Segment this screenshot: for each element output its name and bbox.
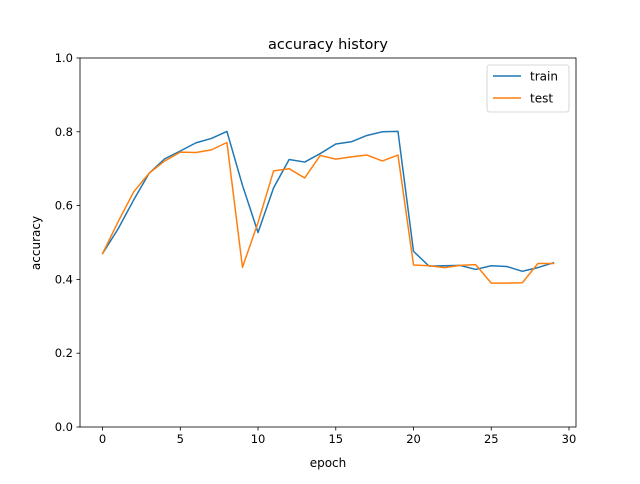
axes-frame — [79, 57, 577, 428]
y-tick-label: 0.4 — [55, 272, 73, 286]
series-line-test — [101, 141, 555, 284]
x-tick-label: 30 — [562, 432, 577, 446]
x-tick-label: 5 — [177, 432, 184, 446]
y-axis-label: accuracy — [29, 216, 43, 270]
y-tick-label: 0.0 — [55, 420, 73, 434]
chart-title: accuracy history — [268, 37, 388, 53]
y-tick-label: 0.2 — [55, 346, 73, 360]
x-tick-label: 0 — [99, 432, 106, 446]
x-axis-label: epoch — [310, 456, 347, 470]
plot-area: 0 5 10 15 20 25 30 0.0 0.2 0.4 0.6 0.8 1.0 train test — [55, 51, 577, 446]
x-tick-label: 20 — [406, 432, 421, 446]
x-tick-label: 10 — [251, 432, 266, 446]
legend-label-test: test — [530, 92, 553, 106]
y-tick-label: 0.8 — [55, 125, 73, 139]
y-tick-label: 1.0 — [55, 51, 73, 65]
x-tick-label: 25 — [484, 432, 499, 446]
x-tick-label: 15 — [328, 432, 343, 446]
legend-label-train: train — [530, 70, 558, 84]
y-tick-label: 0.6 — [55, 199, 73, 213]
